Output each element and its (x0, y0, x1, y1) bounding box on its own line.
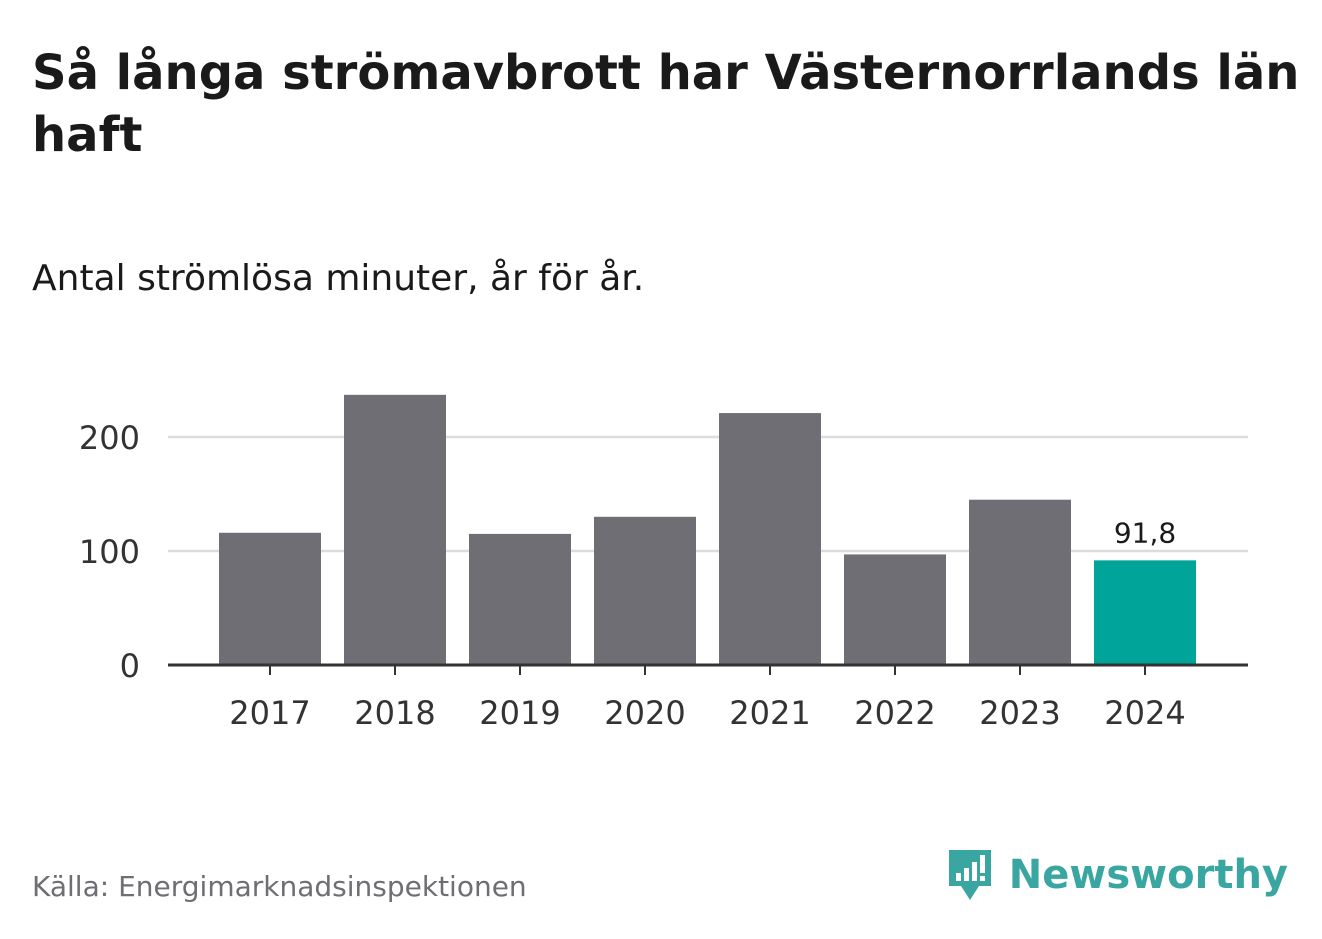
bar (219, 532, 321, 665)
x-tick-label: 2017 (229, 694, 310, 732)
bar (969, 499, 1071, 665)
bar (844, 554, 946, 665)
y-tick-label: 100 (79, 533, 140, 571)
x-tick-label: 2021 (729, 694, 810, 732)
bar-chart: 0 100 200 2017 2018 2019 2020 2021 2022 2023 2024 9… (79, 394, 1248, 732)
y-tick-label: 0 (120, 647, 140, 685)
bar (469, 533, 571, 665)
bar (594, 516, 696, 665)
bar (1094, 560, 1196, 665)
bar (344, 394, 446, 665)
brand-name: Newsworthy (1008, 852, 1288, 898)
bar (719, 413, 821, 665)
newsworthy-logo-icon (948, 850, 991, 900)
y-tick-label: 200 (79, 419, 140, 457)
data-label: 91,8 (1114, 516, 1176, 549)
source-note: Källa: Energimarknadsinspektionen (32, 870, 527, 903)
x-tick-label: 2023 (979, 694, 1060, 732)
chart-subtitle: Antal strömlösa minuter, år för år. (32, 258, 645, 299)
x-tick-label: 2018 (354, 694, 435, 732)
newsworthy-brand: Newsworthy (945, 846, 1288, 904)
x-tick-label: 2020 (604, 694, 685, 732)
x-tick-label: 2022 (854, 694, 935, 732)
x-tick-label: 2024 (1104, 694, 1185, 732)
chart-title: Så långa strömavbrott har Västernorrland… (32, 45, 1300, 163)
x-tick-label: 2019 (479, 694, 560, 732)
